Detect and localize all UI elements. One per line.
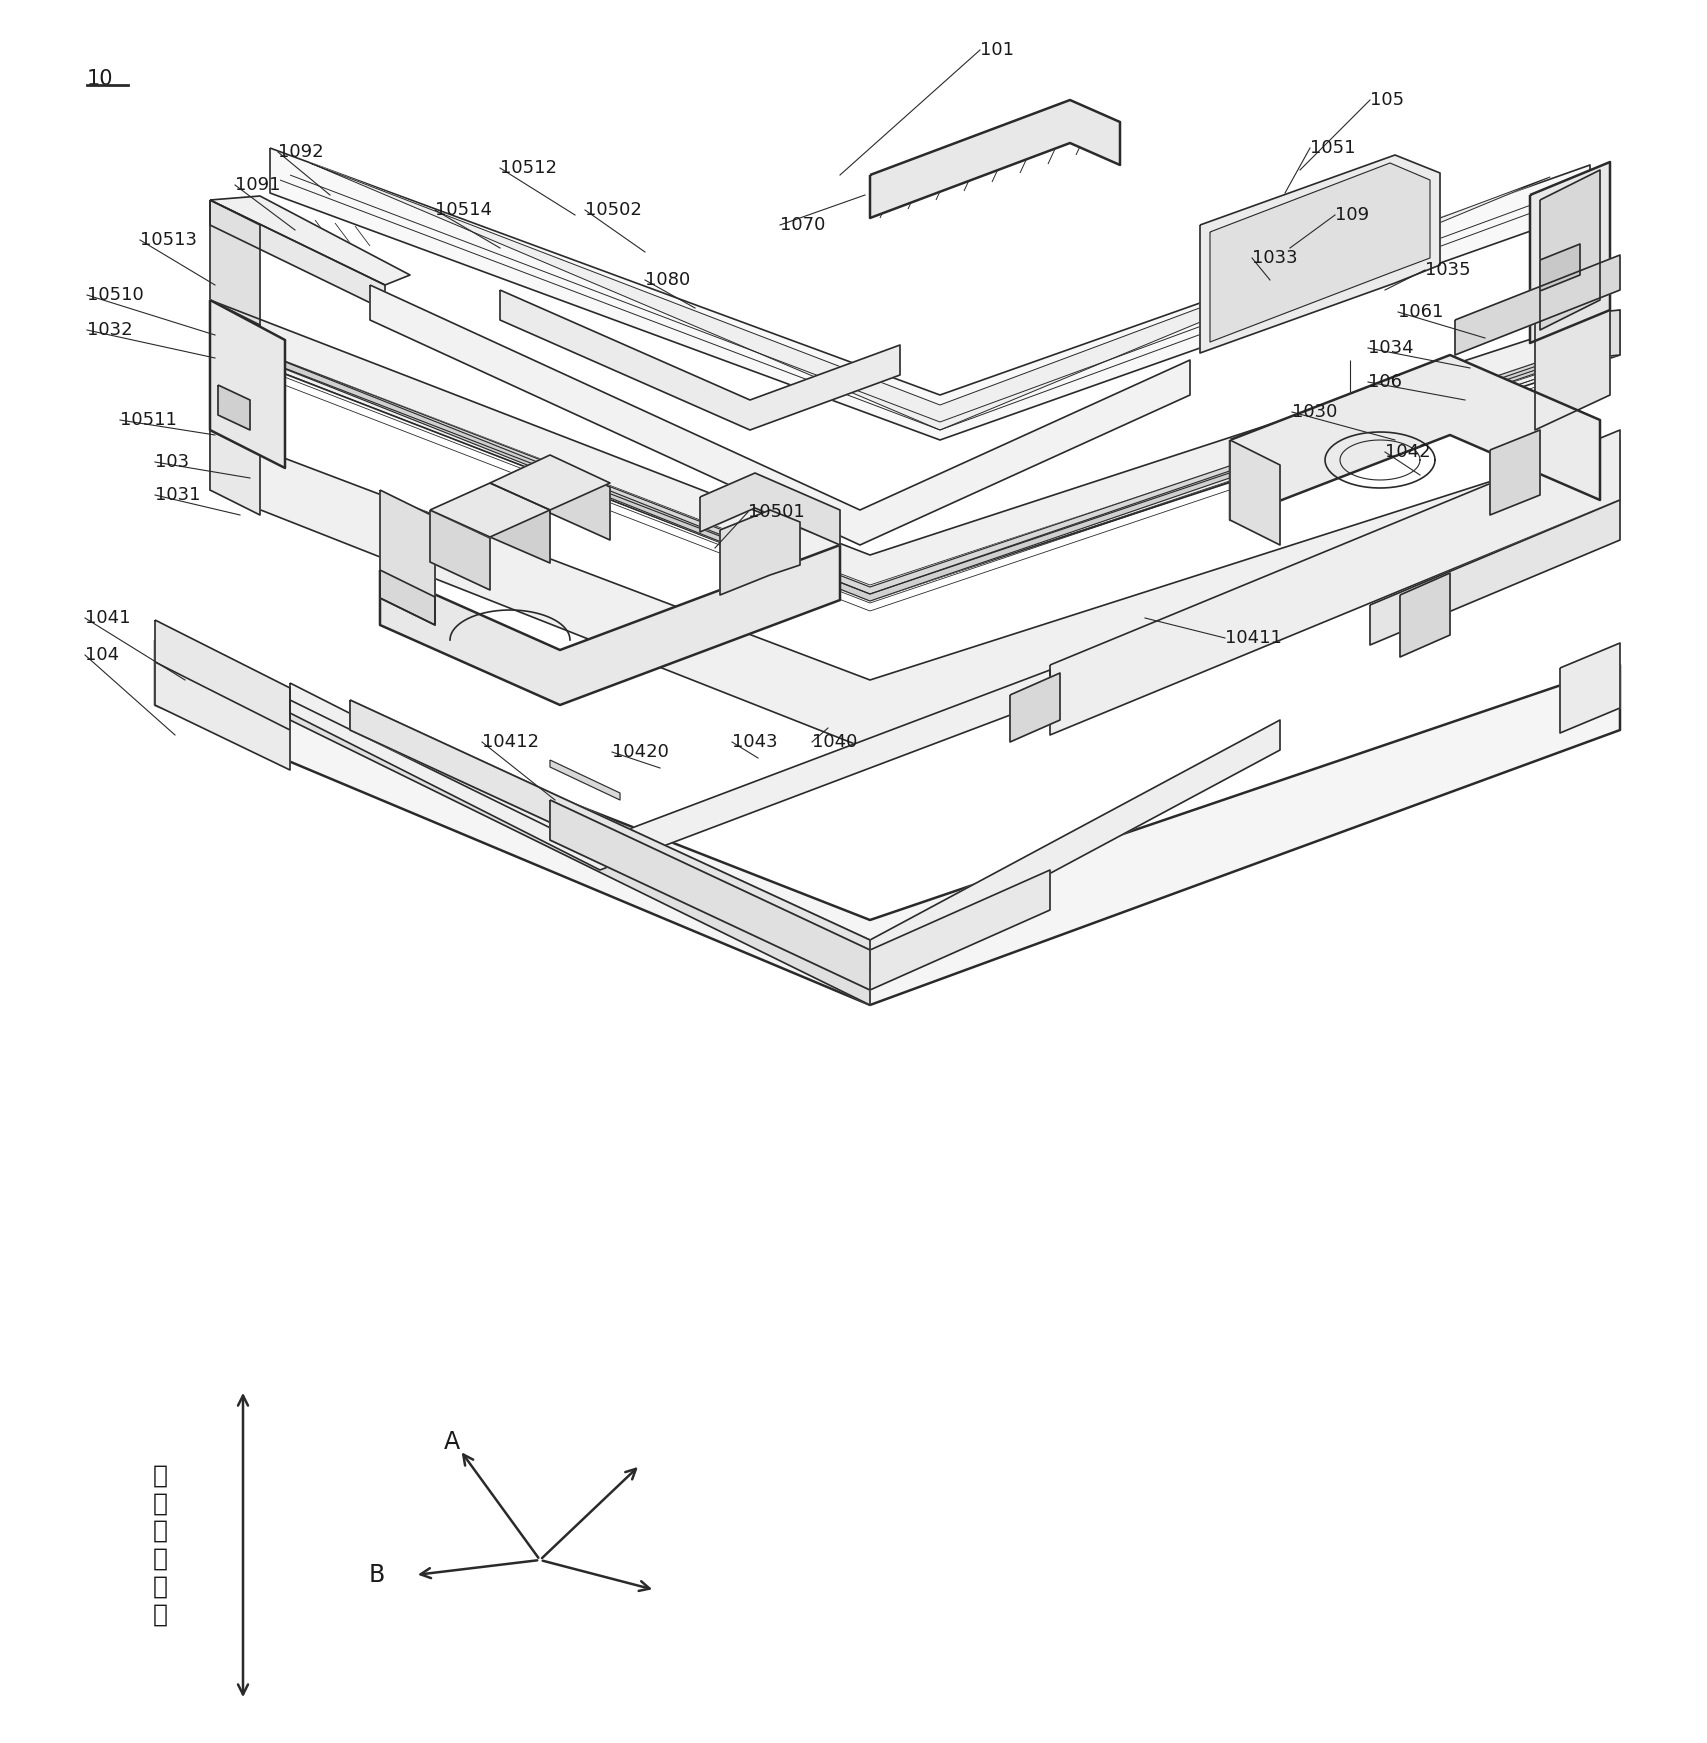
Text: 10412: 10412 xyxy=(481,734,539,751)
Polygon shape xyxy=(1229,356,1599,519)
Polygon shape xyxy=(550,800,1050,990)
Polygon shape xyxy=(210,200,259,455)
Text: 106: 106 xyxy=(1367,373,1401,390)
Polygon shape xyxy=(309,164,1548,431)
Polygon shape xyxy=(155,640,290,770)
Polygon shape xyxy=(500,289,900,431)
Text: 10: 10 xyxy=(87,70,113,89)
Polygon shape xyxy=(430,483,550,537)
Text: 1031: 1031 xyxy=(155,486,200,504)
Polygon shape xyxy=(210,195,410,286)
Polygon shape xyxy=(210,300,1618,600)
Polygon shape xyxy=(700,472,840,546)
Polygon shape xyxy=(155,621,290,730)
Polygon shape xyxy=(218,385,249,431)
Text: 10512: 10512 xyxy=(500,159,556,178)
Text: 1040: 1040 xyxy=(811,734,857,751)
Polygon shape xyxy=(550,760,620,800)
Text: 1043: 1043 xyxy=(732,734,777,751)
Text: A: A xyxy=(444,1429,459,1454)
Polygon shape xyxy=(1558,643,1618,734)
Polygon shape xyxy=(370,286,1190,546)
Polygon shape xyxy=(430,511,490,589)
Text: 10514: 10514 xyxy=(435,200,492,220)
Polygon shape xyxy=(1535,270,1610,431)
Polygon shape xyxy=(1489,431,1540,514)
Text: 104: 104 xyxy=(85,647,119,664)
Polygon shape xyxy=(350,701,869,971)
Text: 109: 109 xyxy=(1335,206,1369,225)
Polygon shape xyxy=(155,640,1618,1006)
Text: 10510: 10510 xyxy=(87,286,143,303)
Polygon shape xyxy=(249,349,1558,601)
Polygon shape xyxy=(1209,164,1429,342)
Text: 105: 105 xyxy=(1369,91,1403,110)
Text: 1032: 1032 xyxy=(87,321,133,338)
Text: 1070: 1070 xyxy=(780,216,824,234)
Polygon shape xyxy=(210,431,259,514)
Polygon shape xyxy=(1229,439,1279,546)
Polygon shape xyxy=(550,800,869,990)
Text: 光
束
穿
设
方
向: 光 束 穿 设 方 向 xyxy=(152,1464,167,1626)
Polygon shape xyxy=(270,148,1589,439)
Polygon shape xyxy=(290,701,869,1006)
Text: 103: 103 xyxy=(155,453,189,471)
Polygon shape xyxy=(210,300,259,370)
Polygon shape xyxy=(1529,162,1610,343)
Text: 10502: 10502 xyxy=(586,200,642,220)
Polygon shape xyxy=(1009,673,1060,743)
Polygon shape xyxy=(1540,171,1599,329)
Text: 101: 101 xyxy=(980,42,1014,59)
Text: 1030: 1030 xyxy=(1290,403,1337,422)
Text: 1080: 1080 xyxy=(645,270,690,289)
Polygon shape xyxy=(379,570,435,626)
Text: 1061: 1061 xyxy=(1398,303,1442,321)
Text: B: B xyxy=(369,1563,384,1586)
Polygon shape xyxy=(1569,310,1618,361)
Polygon shape xyxy=(550,460,609,540)
Text: 10420: 10420 xyxy=(611,743,669,762)
Text: 1042: 1042 xyxy=(1384,443,1430,460)
Polygon shape xyxy=(1200,155,1439,354)
Text: 1033: 1033 xyxy=(1251,249,1297,267)
Text: 1035: 1035 xyxy=(1424,261,1470,279)
Polygon shape xyxy=(1400,573,1449,657)
Polygon shape xyxy=(290,669,1050,870)
Polygon shape xyxy=(379,490,435,626)
Polygon shape xyxy=(869,99,1120,218)
Text: 10511: 10511 xyxy=(119,411,178,429)
Polygon shape xyxy=(210,200,384,310)
Polygon shape xyxy=(490,483,550,563)
Polygon shape xyxy=(210,431,1618,749)
Polygon shape xyxy=(490,455,609,511)
Polygon shape xyxy=(1369,500,1618,645)
Text: 10501: 10501 xyxy=(748,504,804,521)
Polygon shape xyxy=(230,340,1579,594)
Polygon shape xyxy=(1050,431,1618,736)
Polygon shape xyxy=(350,701,1279,971)
Text: 1091: 1091 xyxy=(236,176,280,193)
Text: 1034: 1034 xyxy=(1367,338,1413,357)
Text: 1092: 1092 xyxy=(278,143,323,160)
Polygon shape xyxy=(1454,254,1618,356)
Text: 1051: 1051 xyxy=(1309,139,1355,157)
Polygon shape xyxy=(379,546,840,704)
Text: 1041: 1041 xyxy=(85,608,130,627)
Polygon shape xyxy=(720,511,799,594)
Text: 10411: 10411 xyxy=(1224,629,1282,647)
Polygon shape xyxy=(210,300,285,469)
Polygon shape xyxy=(1540,244,1579,291)
Text: 10513: 10513 xyxy=(140,232,196,249)
